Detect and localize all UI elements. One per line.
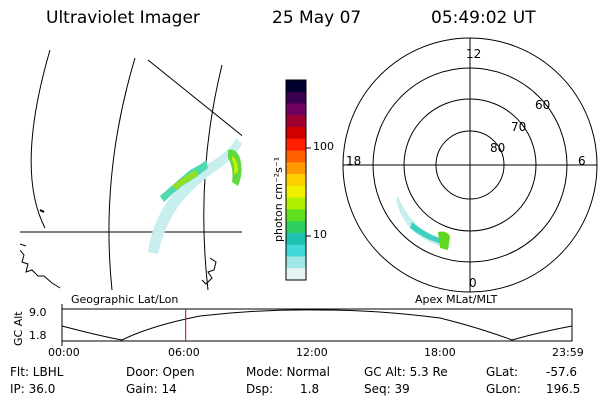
gc-altitude: GC Alt: 5.3 Re xyxy=(364,365,448,379)
time-tick-label: 00:00 xyxy=(48,346,80,359)
instrument-title: Ultraviolet Imager xyxy=(46,8,200,28)
observation-time: 05:49:02 UT xyxy=(431,8,536,28)
colorbar-tick-label: 10 xyxy=(313,228,327,241)
glat-label: GLat: xyxy=(486,365,519,379)
mode-value: Mode: Normal xyxy=(246,365,330,379)
timeline-ytick-top: 9.0 xyxy=(29,306,47,319)
colorbar-frame xyxy=(285,79,307,281)
colorbar-step xyxy=(286,209,306,222)
colorbar-step xyxy=(286,197,306,211)
mlt-label-dusk: 18 xyxy=(346,154,362,168)
colorbar-gradient xyxy=(286,80,306,281)
colorbar-step xyxy=(286,127,306,140)
longitude-line xyxy=(147,59,242,137)
colorbar-step xyxy=(286,185,306,199)
timeline-frame xyxy=(61,308,573,342)
colorbar-step xyxy=(286,80,306,93)
aurora-haze xyxy=(148,138,242,254)
dsp-value: 1.8 xyxy=(300,382,320,396)
latitude-line xyxy=(30,49,51,229)
colorbar-step xyxy=(286,221,306,234)
coastline xyxy=(201,257,217,285)
time-tick-label: 23:59 xyxy=(552,346,584,359)
timeline-ytick-bottom: 1.8 xyxy=(29,329,47,342)
time-tick-label: 18:00 xyxy=(424,346,456,359)
colorbar-step xyxy=(286,91,306,105)
gain-value: Gain: 14 xyxy=(126,382,177,396)
altitude-curve xyxy=(61,309,573,341)
time-tick-label: 12:00 xyxy=(296,346,328,359)
colorbar-step xyxy=(286,138,306,152)
polar-aurora-core xyxy=(438,231,450,250)
sequence-number: Seq: 39 xyxy=(364,382,410,396)
mlat-label-80: 80 xyxy=(490,141,506,155)
mlat-label-70: 70 xyxy=(511,120,527,134)
glon-value: 196.5 xyxy=(546,382,581,396)
map-caption: Geographic Lat/Lon xyxy=(71,293,179,306)
colorbar-step xyxy=(286,103,306,116)
mlt-label-noon: 12 xyxy=(466,47,482,61)
colorbar-step xyxy=(286,162,306,175)
colorbar-step xyxy=(286,232,306,246)
colorbar-step xyxy=(286,268,306,281)
ip-value: IP: 36.0 xyxy=(10,382,56,396)
colorbar-step xyxy=(286,256,306,269)
colorbar-step xyxy=(286,244,306,258)
polar-caption: Apex MLat/MLT xyxy=(415,293,498,306)
aurora-core xyxy=(232,156,238,174)
dsp-label: Dsp: xyxy=(246,382,274,396)
coastline xyxy=(20,243,27,247)
colorbar-tick-label: 100 xyxy=(313,140,334,153)
colorbar-step xyxy=(286,174,306,187)
observation-date: 25 May 07 xyxy=(272,8,362,28)
coastline xyxy=(20,249,61,289)
filter-value: Flt: LBHL xyxy=(10,365,64,379)
mlt-label-dawn: 6 xyxy=(578,154,586,168)
glat-value: -57.6 xyxy=(546,365,578,379)
polar-aurora-band xyxy=(410,222,442,244)
coastline xyxy=(39,209,45,213)
glon-label: GLon: xyxy=(486,382,521,396)
mlt-label-midnight: 0 xyxy=(469,276,477,290)
time-tick-label: 06:00 xyxy=(168,346,200,359)
aurora-core xyxy=(172,170,198,190)
colorbar-step xyxy=(286,150,306,163)
latitude-line xyxy=(108,57,136,290)
colorbar-step xyxy=(286,115,306,128)
door-status: Door: Open xyxy=(126,365,195,379)
mlat-label-60: 60 xyxy=(535,98,551,112)
